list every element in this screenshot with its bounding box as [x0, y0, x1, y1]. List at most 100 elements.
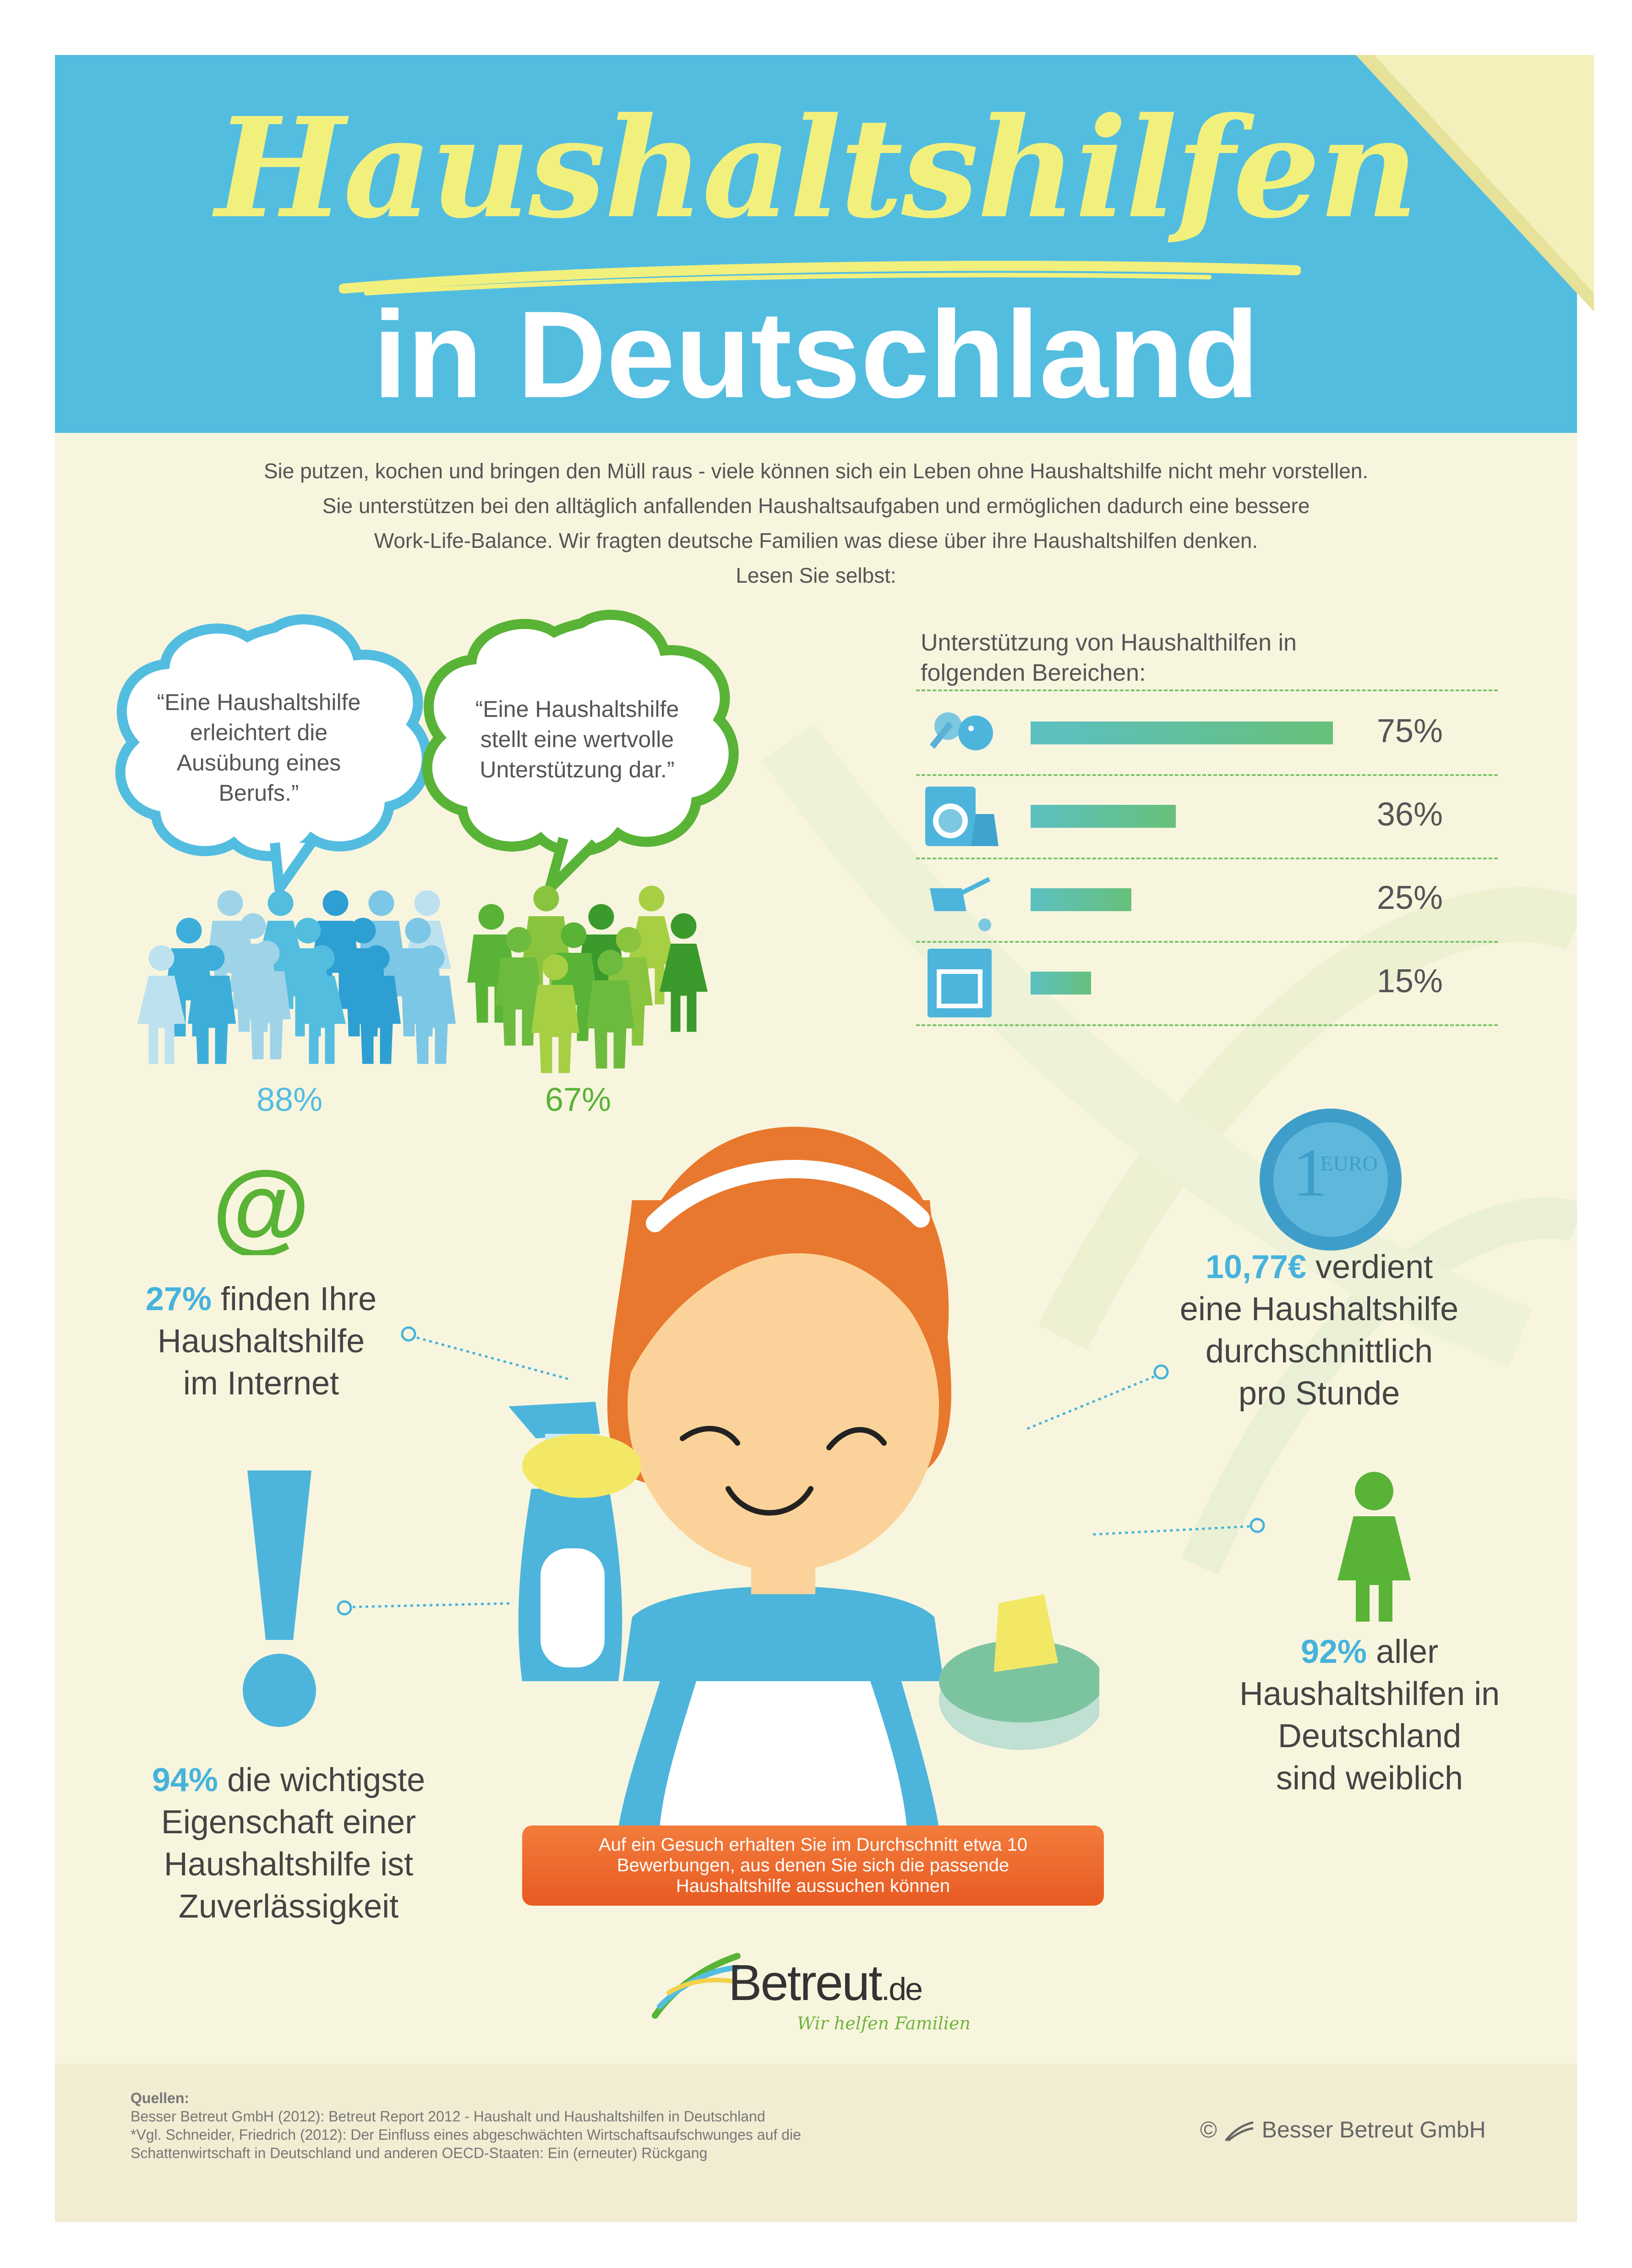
intro-paragraph: Sie putzen, kochen und bringen den Müll … [115, 454, 1517, 593]
connector-line [1090, 1518, 1265, 1536]
chart-row [916, 692, 1498, 776]
banner-line: Auf ein Gesuch erhalten Sie im Durchschn… [598, 1835, 1028, 1855]
stat-text: finden Ihre [211, 1281, 377, 1317]
stat-female-line1: 92% aller [1154, 1631, 1585, 1673]
chart-title-line: Unterstützung von Haushalthilfen in [921, 629, 1297, 656]
stat-text: Deutschland [1277, 1718, 1462, 1754]
stat-wage-line1: 10,77€ verdient [1108, 1246, 1530, 1288]
logo-tagline: Wir helfen Familien [797, 2013, 971, 2033]
connector-line [1026, 1364, 1169, 1431]
betreut-logo-swoosh-icon [652, 1953, 741, 2019]
person-icon [353, 945, 401, 1064]
sources: Quellen: Besser Betreut GmbH (2012): Bet… [131, 2089, 801, 2162]
stat-text: pro Stunde [1238, 1375, 1400, 1412]
page-subtitle: in Deutschland [372, 286, 1260, 424]
woman-icon [1337, 1472, 1411, 1622]
quote-line: Berufs.” [218, 780, 299, 806]
quote-2-percent: 67% [545, 1082, 611, 1118]
applications-banner: Auf ein Gesuch erhalten Sie im Durchschn… [522, 1825, 1104, 1906]
coin-currency: EURO [1320, 1152, 1377, 1175]
oven-icon [928, 949, 992, 1017]
chart-bar [1031, 972, 1091, 995]
person-icon [408, 945, 456, 1064]
quote-line: “Eine Haushaltshilfe [157, 689, 361, 715]
logo-name: Betreut [728, 1955, 883, 2011]
stat-internet-percent: 27% [145, 1281, 212, 1317]
quote-line: Ausübung eines [176, 750, 341, 776]
header-banner [55, 55, 1577, 433]
copyright: © Besser Betreut GmbH [1200, 2116, 1486, 2143]
quote-1-text: “Eine Haushaltshilfe erleichtert die Aus… [121, 687, 396, 808]
washing-machine-icon [925, 787, 999, 846]
stat-text: aller [1367, 1634, 1439, 1670]
chart-value-label: 25% [1376, 880, 1443, 916]
chart-value-label: 36% [1376, 796, 1443, 833]
stat-text: die wichtigste [218, 1762, 426, 1798]
betreut-logo[interactable]: Betreut.de [728, 1954, 923, 2012]
title-underline-stroke [339, 261, 1301, 295]
chart-title: Unterstützung von Haushalthilfen in folg… [921, 628, 1297, 688]
background-swoosh-decoration [762, 723, 1577, 1575]
at-sign-icon: @ [215, 1164, 307, 1255]
person-icon [188, 945, 236, 1064]
chart-bar [1031, 805, 1176, 828]
euro-coin-icon: 1 EURO [1260, 1109, 1402, 1251]
chart-value-label: 15% [1376, 963, 1443, 1000]
person-icon [243, 940, 291, 1060]
stat-text: im Internet [183, 1365, 339, 1402]
housekeeper-illustration [508, 1126, 1099, 1828]
year-ribbon [1356, 55, 1594, 312]
intro-line: Sie putzen, kochen und bringen den Müll … [263, 459, 1369, 483]
person-icon [495, 927, 543, 1046]
sources-title: Quellen: [131, 2090, 190, 2106]
footer [55, 2064, 1577, 2222]
source-line: Schattenwirtschaft in Deutschland und an… [131, 2145, 708, 2161]
intro-line: Work-Life-Balance. Wir fragten deutsche … [374, 529, 1258, 552]
banner-line: Haushaltshilfe aussuchen können [676, 1876, 950, 1896]
cleaning-duster-icon [930, 712, 993, 750]
stat-internet: 27% finden Ihre Haushaltshilfe im Intern… [87, 1278, 435, 1405]
stat-wage-amount: 10,77€ [1205, 1249, 1307, 1285]
stat-wage: 10,77€ verdient eine Haushaltshilfe durc… [1108, 1246, 1530, 1415]
chart-bar [1031, 721, 1333, 744]
chart-top-divider [916, 689, 1498, 691]
quote-line: stellt eine wertvolle [480, 727, 674, 752]
stat-reliability-percent: 94% [152, 1762, 218, 1798]
page-title: Haushaltshilfen [215, 87, 1419, 249]
source-line: Besser Betreut GmbH (2012): Betreut Repo… [131, 2108, 765, 2125]
stat-text: Haushaltshilfe [157, 1323, 365, 1360]
intro-line: Lesen Sie selbst: [736, 563, 896, 587]
connector-line [401, 1326, 568, 1380]
stat-reliability: 94% die wichtigste Eigenschaft einer Hau… [87, 1759, 490, 1928]
chart-row [916, 858, 1498, 943]
speech-bubble-blue [115, 614, 432, 894]
stat-text: durchschnittlich [1205, 1333, 1433, 1370]
source-line: *Vgl. Schneider, Friedrich (2012): Der E… [131, 2126, 801, 2143]
coin-value: 1 [1293, 1135, 1327, 1211]
stat-text: Haushaltshilfe ist [164, 1846, 414, 1883]
logo-suffix: .de [881, 1971, 923, 2007]
exclamation-icon [243, 1470, 316, 1727]
svg-text:@: @ [215, 1164, 307, 1255]
person-icon [137, 945, 186, 1064]
stat-reliability-line1: 94% die wichtigste [87, 1759, 490, 1801]
banner-line: Bewerbungen, aus denen Sie sich die pass… [617, 1855, 1010, 1875]
person-icon [298, 945, 346, 1064]
stat-text: Zuverlässigkeit [178, 1888, 399, 1925]
connector-line [337, 1600, 513, 1616]
copyright-symbol: © [1200, 2117, 1223, 2142]
quote-line: erleichtert die [190, 720, 328, 745]
person-icon [586, 950, 634, 1069]
chart-row [916, 775, 1498, 859]
intro-line: Sie unterstützen bei den alltäglich anfa… [322, 494, 1310, 518]
chart-title-line: folgenden Bereichen: [921, 660, 1146, 686]
person-icon [660, 913, 708, 1032]
stat-text: verdient [1306, 1249, 1433, 1285]
watering-can-icon [930, 877, 991, 931]
people-crowd-blue-icon [137, 890, 456, 1064]
stat-text: sind weiblich [1276, 1760, 1463, 1797]
stat-internet-line1: 27% finden Ihre [87, 1278, 435, 1320]
person-icon [531, 954, 579, 1073]
stat-text: Haushaltshilfen in [1239, 1676, 1500, 1712]
stat-text: Eigenschaft einer [161, 1804, 416, 1841]
